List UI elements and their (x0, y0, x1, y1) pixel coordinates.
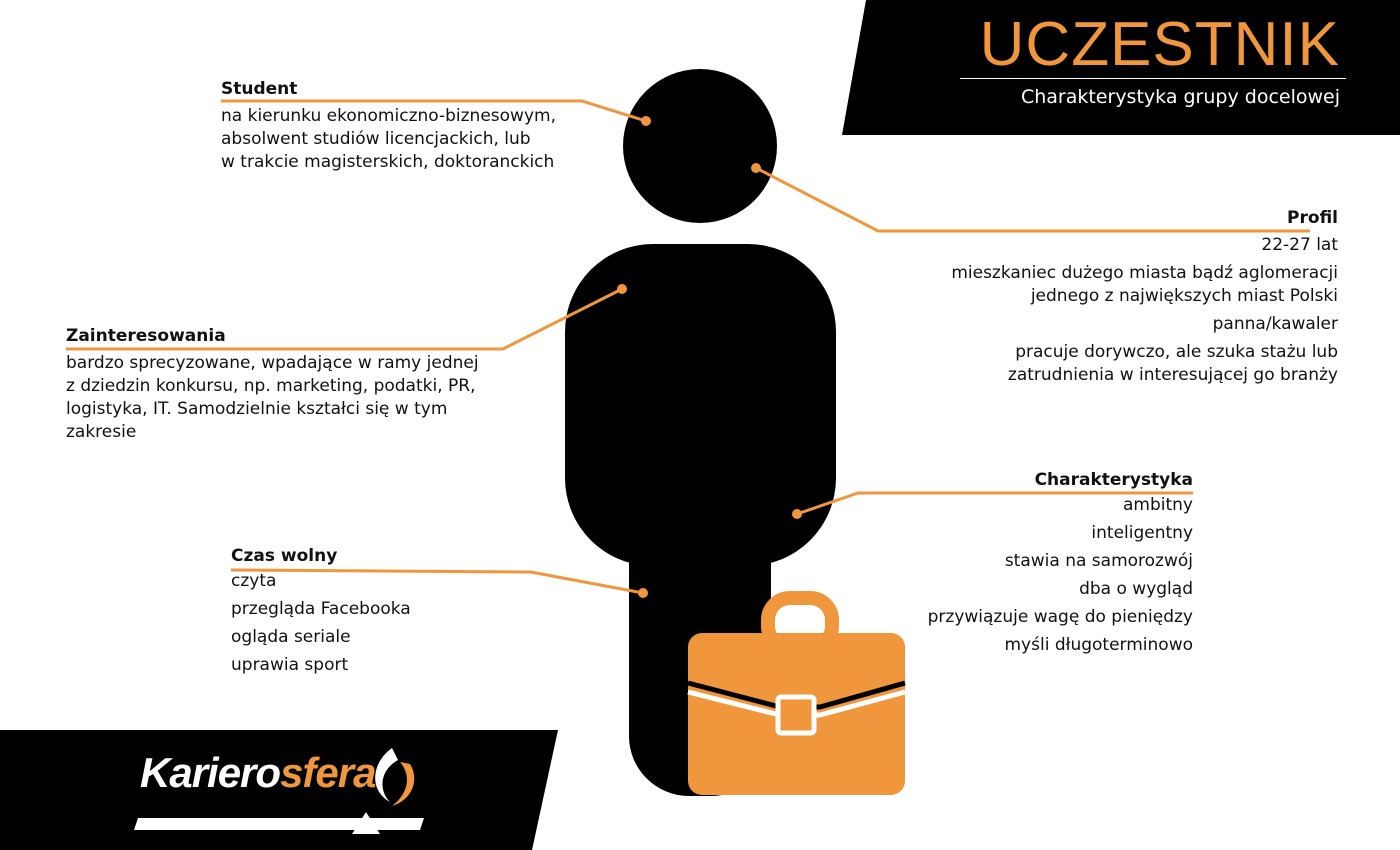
list-item: myśli długoterminowo (1004, 635, 1194, 655)
czas-wolny-heading: Czas wolny (231, 546, 338, 566)
zainteresowania-heading: Zainteresowania (66, 326, 226, 346)
student-line: w trakcie magisterskich, doktoranckich (221, 152, 555, 172)
list-item: uprawia sport (231, 655, 349, 675)
list-item: inteligentny (1091, 523, 1193, 543)
connector-student (221, 99, 647, 123)
connector-lines (66, 99, 1310, 595)
zainteresowania-line: z dziedzin konkursu, np. marketing, poda… (66, 376, 476, 396)
zainteresowania-line: logistyka, IT. Samodzielnie kształci się… (66, 399, 448, 419)
logo-graphic (134, 748, 424, 834)
logo-text-part1: Kariero (140, 749, 281, 796)
student-line: na kierunku ekonomiczno-biznesowym, (221, 106, 556, 126)
zainteresowania-section: Zainteresowania bardzo sprecyzowane, wpa… (66, 325, 479, 444)
logo-swoosh-icon (375, 748, 398, 802)
dot-zainteresowania (617, 284, 627, 294)
profil-heading: Profil (1287, 208, 1338, 228)
student-section: Student na kierunku ekonomiczno-biznesow… (221, 78, 556, 174)
dot-charakterystyka (792, 509, 802, 519)
title-banner (842, 0, 1400, 135)
karierosfera-logo: Karierosfera (140, 749, 376, 796)
profil-line: mieszkaniec dużego miasta bądź aglomerac… (951, 263, 1338, 283)
person-torso (565, 244, 836, 566)
page-title: UCZESTNIK (979, 10, 1340, 79)
czas-wolny-section: Czas wolny czyta przegląda Facebooka ogl… (231, 545, 411, 679)
list-item: ogląda seriale (231, 627, 351, 647)
charakterystyka-heading: Charakterystyka (1034, 470, 1193, 490)
profil-line: zatrudnienia w interesującej go branży (1007, 365, 1338, 385)
profil-line: panna/kawaler (1212, 314, 1338, 334)
list-item: przywiązuje wagę do pieniędzy (927, 607, 1193, 627)
profil-line: 22-27 lat (1261, 235, 1338, 255)
connector-czas-wolny (230, 568, 644, 595)
charakterystyka-section: Charakterystyka ambitny inteligentny sta… (853, 469, 1193, 659)
list-item: ambitny (1123, 495, 1193, 515)
connector-dots (617, 116, 802, 598)
logo-underline (134, 818, 424, 830)
logo-triangle-icon (352, 812, 380, 834)
list-item: stawia na samorozwój (1004, 551, 1193, 571)
list-item: przegląda Facebooka (231, 599, 411, 619)
connector-zainteresowania (66, 287, 623, 351)
profil-section: Profil 22-27 lat mieszkaniec dużego mias… (878, 207, 1338, 387)
briefcase-clasp (775, 694, 817, 736)
person-head (623, 69, 777, 223)
briefcase-icon (687, 591, 906, 795)
list-item: dba o wygląd (1079, 579, 1193, 599)
profil-line: pracuje dorywczo, ale szuka stażu lub (1015, 342, 1338, 362)
dot-student (641, 116, 651, 126)
connector-profil (755, 166, 1310, 233)
title-divider (960, 78, 1346, 79)
connector-charakterystyka (796, 491, 1193, 516)
zainteresowania-line: bardzo sprecyzowane, wpadające w ramy je… (66, 353, 479, 373)
student-line: absolwent studiów licencjackich, lub (221, 129, 531, 149)
list-item: czyta (231, 571, 277, 591)
student-heading: Student (221, 79, 298, 99)
zainteresowania-line: zakresie (66, 422, 137, 442)
logo-text-part2: sfera (280, 749, 376, 796)
dot-profil (751, 163, 761, 173)
person-silhouette-icon (565, 69, 836, 796)
profil-line: jednego z największych miast Polski (1030, 286, 1338, 306)
logo-swoosh-accent-icon (392, 762, 415, 806)
page-subtitle: Charakterystyka grupy docelowej (1020, 86, 1340, 108)
dot-czas-wolny (638, 588, 648, 598)
